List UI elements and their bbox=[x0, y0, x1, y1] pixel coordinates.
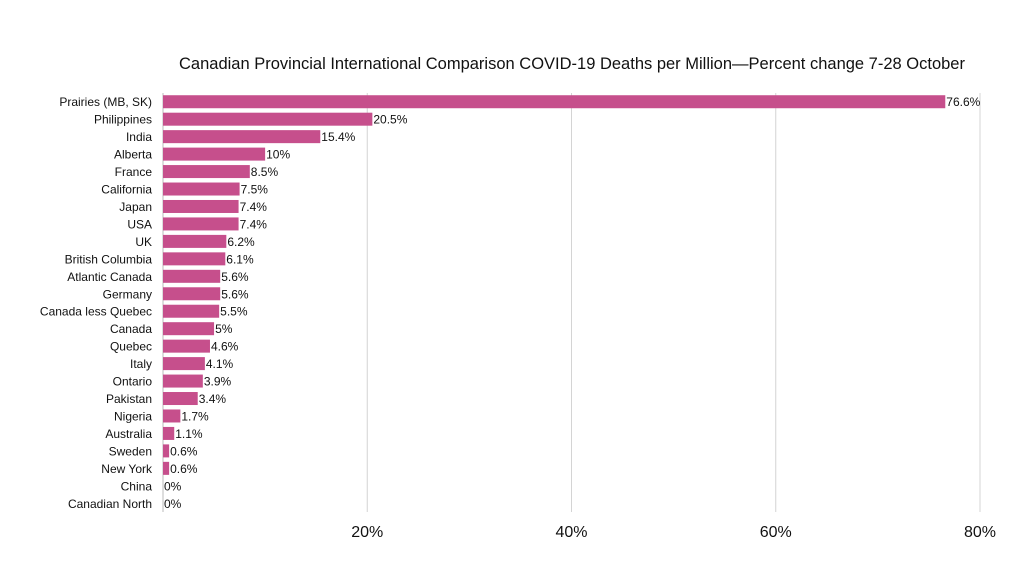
x-axis-ticks: 20% 40% 60% 80% bbox=[351, 524, 996, 541]
bar bbox=[163, 95, 946, 109]
bar-value-label: 7.4% bbox=[240, 200, 268, 214]
x-tick-label: 20% bbox=[351, 524, 383, 541]
category-label: France bbox=[115, 165, 153, 179]
bar-value-label: 3.9% bbox=[204, 375, 232, 389]
category-label: Nigeria bbox=[114, 409, 152, 423]
x-tick-label: 40% bbox=[555, 524, 587, 541]
bar bbox=[163, 322, 215, 336]
bar-value-label: 5% bbox=[215, 322, 233, 336]
category-label: Canada less Quebec bbox=[40, 305, 152, 319]
category-label: USA bbox=[127, 217, 152, 231]
bar bbox=[163, 199, 239, 213]
bar-value-label: 5.6% bbox=[221, 270, 249, 284]
bar-value-label: 6.2% bbox=[227, 235, 255, 249]
bar-value-label: 10% bbox=[266, 148, 290, 162]
bar-value-label: 7.4% bbox=[240, 217, 268, 231]
bar-value-label: 76.6% bbox=[946, 95, 980, 109]
bar-value-label: 0% bbox=[164, 497, 182, 511]
bar bbox=[163, 130, 321, 144]
bar-value-label: 4.6% bbox=[211, 340, 239, 354]
bar bbox=[163, 409, 181, 423]
bar bbox=[163, 444, 170, 458]
category-label: Pakistan bbox=[106, 392, 152, 406]
bar-value-label: 0.6% bbox=[170, 462, 198, 476]
bar bbox=[163, 182, 240, 196]
bar bbox=[163, 234, 227, 248]
x-tick-label: 60% bbox=[760, 524, 792, 541]
category-label: UK bbox=[135, 235, 152, 249]
bar-value-label: 0.6% bbox=[170, 444, 198, 458]
bar-value-label: 1.1% bbox=[175, 427, 203, 441]
category-label: Atlantic Canada bbox=[67, 270, 152, 284]
category-label: Australia bbox=[105, 427, 152, 441]
bar-value-label: 4.1% bbox=[206, 357, 234, 371]
category-label: Japan bbox=[119, 200, 152, 214]
bar bbox=[163, 252, 226, 266]
bar bbox=[163, 287, 221, 301]
category-label: British Columbia bbox=[65, 252, 153, 266]
bar-value-label: 3.4% bbox=[199, 392, 227, 406]
category-label: Ontario bbox=[113, 375, 153, 389]
gridlines bbox=[366, 93, 981, 512]
bar bbox=[163, 392, 198, 406]
chart-title: Canadian Provincial International Compar… bbox=[179, 55, 965, 73]
category-label: Italy bbox=[130, 357, 152, 371]
bar-value-label: 20.5% bbox=[373, 113, 407, 127]
category-label: India bbox=[126, 130, 152, 144]
bar-value-label: 15.4% bbox=[321, 130, 355, 144]
category-label: Sweden bbox=[109, 444, 152, 458]
bar bbox=[163, 147, 266, 161]
category-label: Germany bbox=[103, 287, 152, 301]
category-label: Quebec bbox=[110, 340, 152, 354]
bar bbox=[163, 304, 220, 318]
bar bbox=[163, 217, 239, 231]
category-labels: Prairies (MB, SK) Philippines India Alberta… bbox=[40, 95, 153, 511]
bar bbox=[163, 165, 250, 179]
bar-value-label: 5.5% bbox=[220, 305, 248, 319]
bar bbox=[163, 357, 205, 371]
bar bbox=[163, 269, 221, 283]
bars: 76.6% 20.5% 15.4% 10% 8.5% 7.5% 7.4% 7.4% 6.2% 6.… bbox=[163, 95, 981, 511]
bar-value-label: 7.5% bbox=[241, 183, 269, 197]
x-tick-label: 80% bbox=[964, 524, 996, 541]
bar bbox=[163, 339, 210, 353]
bar-value-label: 6.1% bbox=[226, 252, 254, 266]
bar bbox=[163, 461, 170, 475]
bar-value-label: 0% bbox=[164, 479, 182, 493]
bar-value-label: 1.7% bbox=[181, 409, 209, 423]
bar-value-label: 5.6% bbox=[221, 287, 249, 301]
bar bbox=[163, 426, 175, 440]
category-label: Canada bbox=[110, 322, 152, 336]
category-label: Prairies (MB, SK) bbox=[59, 95, 152, 109]
category-label: New York bbox=[101, 462, 153, 476]
category-label: China bbox=[121, 479, 153, 493]
category-label: Canadian North bbox=[68, 497, 152, 511]
bar bbox=[163, 374, 203, 388]
bar-value-label: 8.5% bbox=[251, 165, 279, 179]
category-label: Alberta bbox=[114, 148, 152, 162]
category-label: Philippines bbox=[94, 113, 152, 127]
category-label: California bbox=[101, 183, 152, 197]
bar bbox=[163, 112, 373, 126]
